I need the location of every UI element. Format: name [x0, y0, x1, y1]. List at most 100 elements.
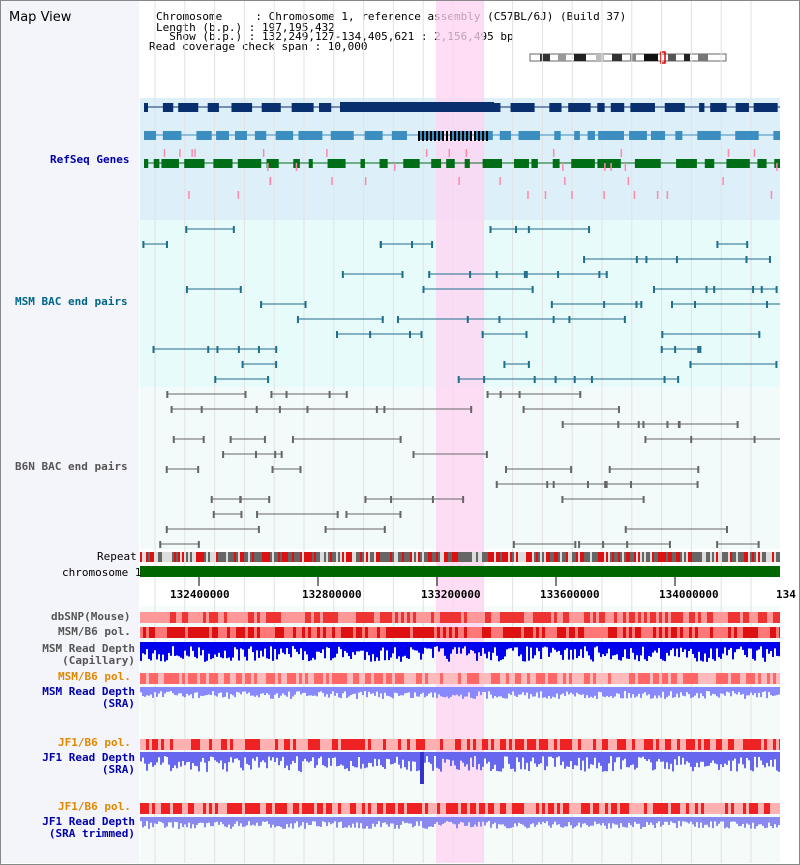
repeat-segment [686, 552, 688, 562]
track-label-repeat[interactable]: Repeat [97, 550, 137, 563]
read-depth-bar [588, 642, 590, 656]
read-depth-bar [746, 642, 748, 658]
genome-plot[interactable] [140, 1, 780, 863]
polymorphism-cell [635, 627, 638, 638]
gene-mark [262, 149, 265, 157]
read-depth-bar [480, 817, 482, 827]
read-depth-bar [620, 642, 622, 661]
polymorphism-cell [545, 627, 548, 638]
read-depth-bar [432, 642, 434, 658]
read-depth-bar [276, 642, 278, 660]
polymorphism-cell [575, 673, 578, 684]
read-depth-bar [648, 687, 650, 695]
read-depth-bar [582, 817, 584, 824]
gene-mark [448, 149, 451, 157]
read-depth-bar [154, 642, 156, 651]
b6n-bac-pair-end [505, 466, 508, 473]
repeat-segment [460, 552, 462, 562]
read-depth-bar [232, 642, 234, 658]
track-label-jf1-b6-pol-trimmed[interactable]: JF1/B6 pol. [58, 800, 131, 813]
polymorphism-cell [254, 612, 257, 623]
polymorphism-cell [221, 673, 224, 684]
polymorphism-cell [272, 627, 275, 638]
b6n-bac-pair-end [629, 481, 632, 488]
repeat-segment [296, 552, 298, 562]
polymorphism-cell [731, 803, 734, 814]
b6n-bac-pair-end [431, 496, 434, 503]
b6n-bac-pair-end [486, 391, 489, 398]
read-depth-bar [512, 642, 514, 651]
read-depth-bar [602, 642, 604, 655]
polymorphism-cell [578, 803, 581, 814]
read-depth-bar [626, 752, 628, 768]
polymorphism-cell [272, 739, 275, 750]
read-depth-bar [464, 642, 466, 647]
polymorphism-cell [698, 673, 701, 684]
read-depth-bar [530, 687, 532, 695]
read-depth-bar [218, 817, 220, 825]
track-label-msm-depth-capillary[interactable]: MSM Read Depth (Capillary) [42, 642, 135, 667]
read-depth-bar [650, 817, 652, 823]
polymorphism-cell [494, 739, 497, 750]
read-depth-bar [248, 817, 250, 822]
polymorphism-cell [605, 803, 608, 814]
read-depth-bar [166, 687, 168, 692]
length-info: Length (b.p.) : 197,195,432 [156, 21, 335, 34]
read-depth-bar [358, 687, 360, 693]
polymorphism-cell [260, 612, 263, 623]
read-depth-bar [322, 687, 324, 694]
polymorphism-cell [779, 803, 780, 814]
track-label-b6n-bac[interactable]: B6N BAC end pairs [15, 460, 128, 473]
repeat-segment [412, 552, 414, 562]
read-depth-bar [284, 752, 286, 769]
track-label-msm-depth-sra[interactable]: MSM Read Depth (SRA) [42, 685, 135, 710]
read-depth-bar [600, 817, 602, 826]
read-depth-bar [406, 752, 408, 770]
read-depth-bar [472, 642, 474, 651]
track-label-refseq[interactable]: RefSeq Genes [50, 153, 130, 166]
polymorphism-cell [557, 739, 560, 750]
polymorphism-cell [698, 627, 701, 638]
read-depth-bar [510, 817, 512, 828]
chromosome-ideogram[interactable] [529, 51, 727, 64]
polymorphism-cell [143, 612, 146, 623]
polymorphism-cell [317, 803, 320, 814]
polymorphism-cell [419, 803, 422, 814]
read-depth-bar [150, 687, 152, 695]
polymorphism-cell [368, 739, 371, 750]
track-label-chromosome[interactable]: chromosome 1 [62, 566, 142, 579]
polymorphism-cell [266, 627, 269, 638]
track-label-msm-bac[interactable]: MSM BAC end pairs [15, 295, 128, 308]
gene-exon [462, 131, 464, 141]
polymorphism-cell [731, 612, 734, 623]
read-depth-bar [738, 752, 740, 764]
track-label-dbsnp[interactable]: dbSNP(Mouse) [51, 610, 131, 623]
polymorphism-cell [188, 612, 191, 623]
track-label-msm-b6-pol[interactable]: MSM/B6 pol. [58, 625, 131, 638]
read-depth-bar [254, 817, 256, 826]
polymorphism-cell [377, 739, 380, 750]
track-label-jf1-depth-trimmed[interactable]: JF1 Read Depth (SRA trimmed) [42, 815, 135, 840]
track-label-jf1-b6-pol[interactable]: JF1/B6 pol. [58, 736, 131, 749]
polymorphism-cell [155, 627, 158, 638]
polymorphism-cell [779, 612, 780, 623]
read-depth-bar [190, 642, 192, 647]
b6n-bac-pair-end [495, 481, 498, 488]
read-depth-bar [392, 642, 394, 654]
repeat-segment [396, 552, 398, 562]
read-depth-bar [484, 687, 486, 693]
read-depth-bar [338, 752, 340, 766]
polymorphism-cell [536, 612, 539, 623]
track-label-msm-b6-pol-sra[interactable]: MSM/B6 pol. [58, 670, 131, 683]
read-depth-bar [220, 752, 222, 761]
read-depth-bar [648, 752, 650, 760]
b6n-bac-pair-end [499, 391, 502, 398]
read-depth-bar [504, 687, 506, 699]
read-depth-bar [708, 817, 710, 828]
polymorphism-cell [617, 673, 620, 684]
read-depth-bar [632, 642, 634, 653]
polymorphism-cell [461, 673, 464, 684]
polymorphism-cell [665, 803, 668, 814]
track-label-jf1-depth-sra[interactable]: JF1 Read Depth (SRA) [42, 751, 135, 776]
polymorphism-cell [290, 739, 293, 750]
